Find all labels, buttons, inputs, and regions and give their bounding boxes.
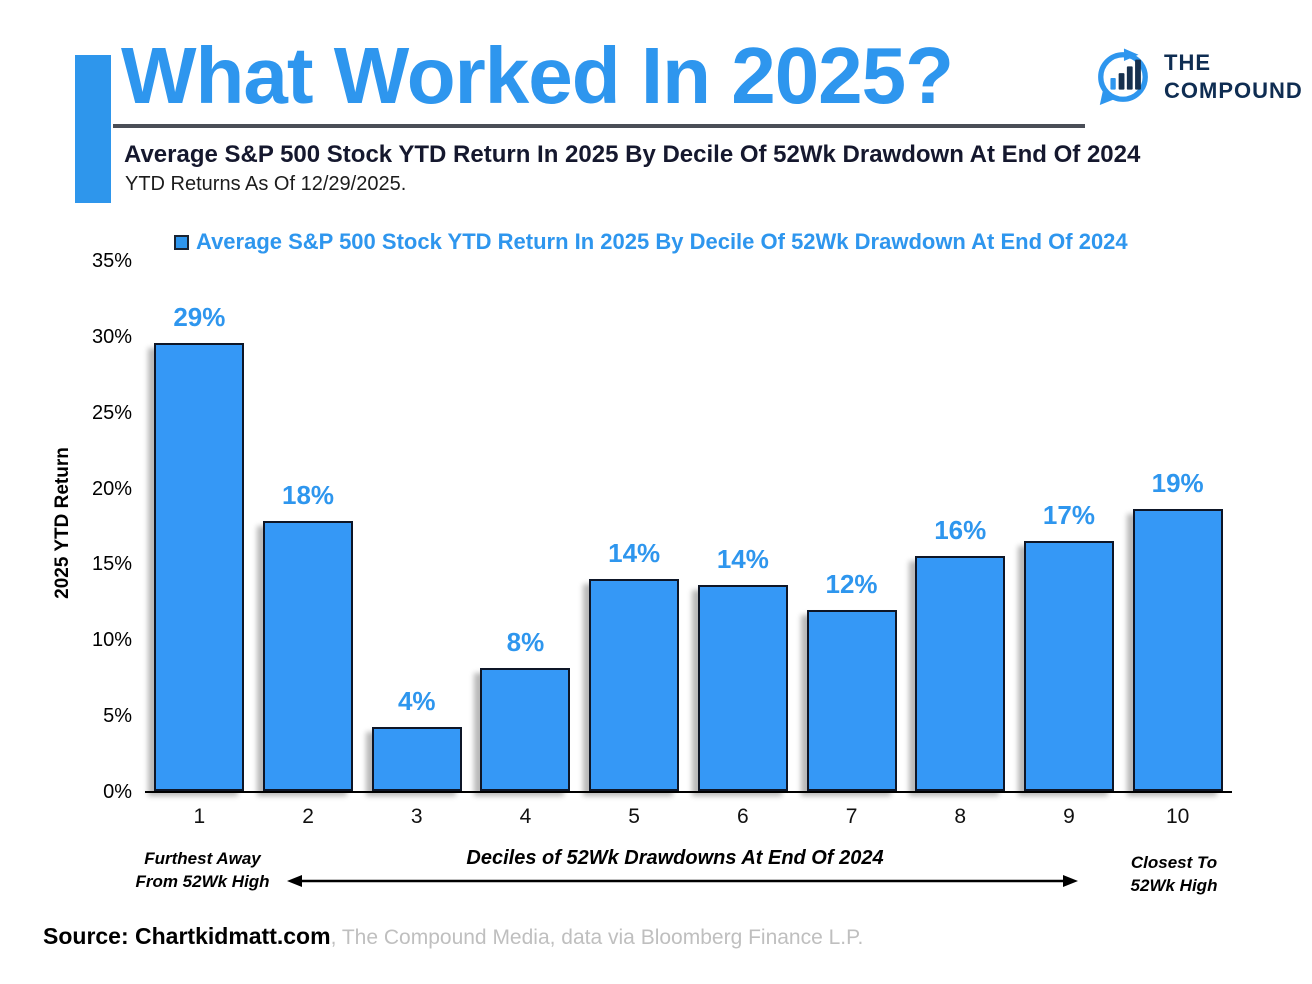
legend-swatch [174, 234, 189, 250]
bar-value-label: 12% [825, 569, 878, 600]
source-bold: Source: Chartkidmatt.com [43, 923, 331, 949]
title-underline [113, 124, 1085, 128]
y-tick-label: 5% [103, 705, 132, 728]
bar-value-label: 8% [506, 627, 545, 658]
bar-value-label: 29% [173, 302, 226, 333]
x-tick-label: 5 [628, 805, 640, 828]
bar-decile-2 [263, 520, 354, 791]
bar-decile-3 [371, 727, 462, 791]
bar-decile-9 [1023, 540, 1114, 791]
legend-label: Average S&P 500 Stock YTD Return In 2025… [196, 229, 1128, 254]
x-axis-ticks: 1 2 3 4 5 6 7 8 9 10 [145, 805, 1232, 841]
compound-chart-bubble-icon [1098, 48, 1148, 106]
annotation-left-line1: Furthest Away [144, 849, 261, 868]
y-tick-label: 20% [91, 477, 132, 500]
x-tick-label: 10 [1165, 805, 1190, 828]
y-tick-label: 25% [91, 401, 132, 424]
bar-value-label: 16% [934, 514, 987, 545]
page-title: What Worked In 2025? [121, 31, 954, 120]
bar-decile-10 [1132, 508, 1223, 791]
bar-decile-4 [480, 668, 571, 791]
bar-value-label: 14% [608, 537, 661, 568]
chart-legend: Average S&P 500 Stock YTD Return In 2025… [174, 229, 1128, 255]
x-tick-label: 3 [410, 805, 423, 828]
annotation-left: Furthest Away From 52Wk High [110, 847, 295, 893]
x-tick-label: 9 [1063, 805, 1075, 828]
annotation-right-line2: 52Wk High [1130, 876, 1218, 895]
bar-decile-8 [915, 555, 1006, 791]
title-accent-bar [75, 55, 111, 203]
annotation-right-line1: Closest To [1130, 853, 1218, 872]
bar-decile-7 [806, 610, 897, 791]
y-tick-label: 35% [91, 250, 132, 272]
bar-value-label: 17% [1042, 499, 1095, 530]
y-tick-label: 10% [91, 629, 132, 652]
logo-text-line1: THE [1164, 50, 1211, 75]
y-axis-ticks: 0% 5% 10% 15% 20% 25% 30% 35% [40, 0, 132, 984]
x-tick-label: 2 [302, 805, 314, 828]
bar-decile-5 [589, 578, 680, 791]
chart-subtitle: Average S&P 500 Stock YTD Return In 2025… [124, 141, 1141, 168]
x-tick-label: 6 [737, 805, 749, 828]
y-tick-label: 0% [103, 781, 132, 803]
plot-area: 29% 18% 4% 8% 14% 14% 12% 16% 17% 19% [145, 262, 1232, 793]
x-tick-label: 1 [193, 805, 206, 828]
bar-decile-6 [697, 584, 788, 791]
bar-value-label: 14% [716, 543, 769, 574]
annotation-right: Closest To 52Wk High [1100, 851, 1248, 897]
x-tick-label: 4 [519, 805, 532, 828]
double-arrow [287, 875, 1078, 887]
date-note: YTD Returns As Of 12/29/2025. [125, 173, 407, 195]
x-tick-label: 8 [954, 805, 967, 828]
bar-value-label: 18% [282, 479, 335, 510]
x-tick-label: 7 [845, 805, 858, 828]
annotation-left-line2: From 52Wk High [135, 872, 270, 891]
bar-value-label: 4% [397, 686, 436, 717]
logo-wordmark: THE COMPOUND [1164, 49, 1303, 105]
logo-text-line2: COMPOUND [1164, 78, 1303, 103]
annotation-center: Deciles of 52Wk Drawdowns At End Of 2024 [466, 847, 884, 869]
bar-value-label: 19% [1151, 467, 1204, 498]
bar-decile-1 [154, 343, 245, 791]
y-tick-label: 15% [91, 553, 132, 576]
source-rest: , The Compound Media, data via Bloomberg… [330, 926, 864, 949]
source-line: Source: Chartkidmatt.com, The Compound M… [43, 923, 863, 950]
compound-logo: THE COMPOUND [1094, 48, 1303, 106]
y-tick-label: 30% [91, 325, 132, 348]
